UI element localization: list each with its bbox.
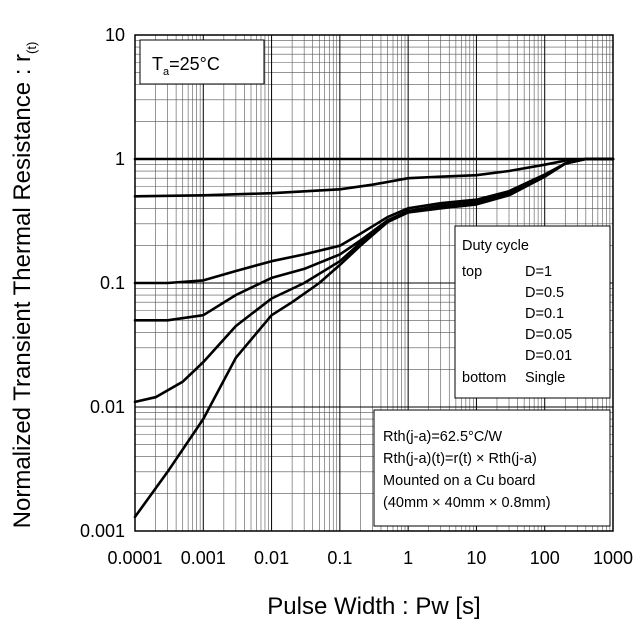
y-axis-title-sub: (t)	[24, 42, 39, 54]
temperature-value: =25°C	[169, 54, 220, 74]
series-layer	[133, 157, 615, 519]
condition-line-2: Rth(j-a)(t)=r(t) × Rth(j-a)	[383, 451, 537, 467]
legend-top-word: top	[462, 264, 482, 280]
y-axis-title-main: Normalized Transient Thermal Resistance …	[9, 54, 36, 528]
legend-entry-5: D=0.01	[525, 348, 572, 364]
temperature-box	[139, 39, 265, 85]
y-tick-label: 0.1	[100, 273, 125, 293]
y-tick-label: 0.01	[90, 397, 125, 417]
temperature-sub: a	[163, 66, 170, 78]
legend-title: Duty cycle	[462, 238, 529, 254]
legend-entry-1: D=1	[525, 264, 552, 280]
x-tick-label: 1000	[593, 548, 633, 568]
x-tick-label: 10	[466, 548, 486, 568]
condition-line-1: Rth(j-a)=62.5°C/W	[383, 429, 502, 445]
legend-entry-3: D=0.1	[525, 306, 564, 322]
series-line-2	[133, 157, 615, 198]
temperature-annotation: Ta=25°C	[139, 39, 265, 85]
condition-line-3: Mounted on a Cu board	[383, 473, 535, 489]
conditions-box: Rth(j-a)=62.5°C/W Rth(j-a)(t)=r(t) × Rth…	[373, 409, 611, 527]
y-tick-labels: 0.001 0.01 0.1 1 10	[80, 25, 125, 541]
x-tick-label: 0.1	[327, 548, 352, 568]
series-line-6	[133, 157, 615, 519]
condition-line-4: (40mm × 40mm × 0.8mm)	[383, 495, 551, 511]
x-axis-title: Pulse Width : Pw [s]	[267, 593, 480, 620]
y-tick-label: 1	[115, 149, 125, 169]
legend-entry-6: Single	[525, 370, 565, 386]
svg-text:Ta=25°C: Ta=25°C	[152, 54, 220, 78]
plot-frame	[134, 34, 614, 532]
legend-entry-4: D=0.05	[525, 327, 572, 343]
legend-entry-2: D=0.5	[525, 285, 564, 301]
y-axis-title: Normalized Transient Thermal Resistance …	[9, 42, 39, 529]
legend-bottom-word: bottom	[462, 370, 506, 386]
conditions-frame	[373, 409, 611, 527]
y-tick-label: 10	[105, 25, 125, 45]
legend-box	[454, 225, 611, 399]
duty-cycle-legend: Duty cycle top D=1 D=0.5 D=0.1 D=0.05 D=…	[454, 225, 611, 399]
x-tick-label: 0.01	[254, 548, 289, 568]
x-tick-label: 0.001	[181, 548, 226, 568]
temperature-T: T	[152, 54, 163, 74]
y-tick-label: 0.001	[80, 521, 125, 541]
x-tick-label: 1	[403, 548, 413, 568]
x-tick-labels: 0.0001 0.001 0.01 0.1 1 10 100 1000	[107, 548, 633, 568]
x-tick-label: 0.0001	[107, 548, 162, 568]
x-tick-label: 100	[530, 548, 560, 568]
